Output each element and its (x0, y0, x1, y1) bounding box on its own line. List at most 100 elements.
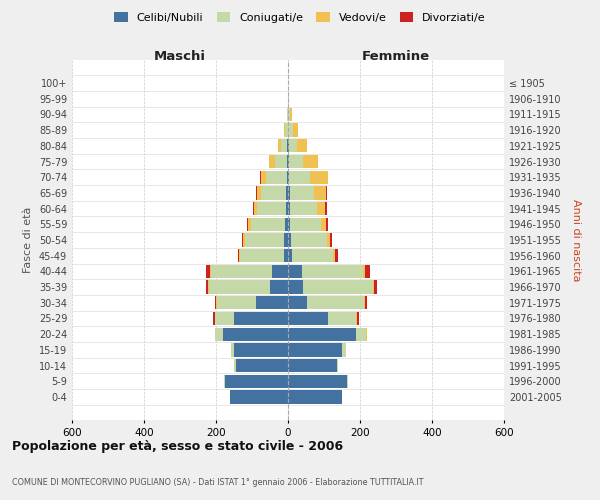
Bar (289, 170, 310, 184)
Bar (224, 374, 225, 388)
Bar (289, 155, 303, 168)
Bar (317, 202, 325, 215)
Bar (231, 343, 234, 356)
Bar (284, 249, 288, 262)
Bar (209, 280, 270, 294)
Bar (257, 202, 286, 215)
Bar (281, 139, 287, 152)
Bar (256, 296, 288, 310)
Bar (286, 202, 288, 215)
Bar (288, 155, 289, 168)
Bar (206, 280, 208, 294)
Bar (253, 202, 254, 215)
Bar (289, 139, 296, 152)
Bar (214, 312, 215, 325)
Bar (288, 390, 342, 404)
Bar (288, 139, 289, 152)
Bar (328, 312, 356, 325)
Bar (288, 170, 289, 184)
Text: COMUNE DI MONTECORVINO PUGLIANO (SA) - Dati ISTAT 1° gennaio 2006 - Elaborazione: COMUNE DI MONTECORVINO PUGLIANO (SA) - D… (12, 478, 424, 487)
Bar (356, 328, 367, 341)
Bar (347, 374, 348, 388)
Bar (234, 312, 288, 325)
Bar (330, 234, 332, 246)
Bar (210, 264, 211, 278)
Bar (285, 124, 288, 137)
Bar (230, 390, 288, 404)
Bar (290, 202, 317, 215)
Bar (243, 234, 245, 246)
Bar (288, 234, 291, 246)
Legend: Celibi/Nubili, Coniugati/e, Vedovi/e, Divorziati/e: Celibi/Nubili, Coniugati/e, Vedovi/e, Di… (110, 8, 490, 28)
Bar (326, 218, 328, 231)
Bar (238, 249, 239, 262)
Bar (254, 202, 257, 215)
Bar (211, 264, 272, 278)
Bar (247, 218, 248, 231)
Bar (215, 328, 223, 341)
Bar (337, 359, 338, 372)
Bar (215, 312, 234, 325)
Bar (288, 374, 347, 388)
Bar (275, 155, 287, 168)
Bar (215, 296, 217, 310)
Bar (278, 139, 281, 152)
Bar (269, 155, 275, 168)
Bar (365, 264, 370, 278)
Bar (288, 312, 328, 325)
Bar (288, 328, 356, 341)
Bar (217, 296, 256, 310)
Bar (287, 155, 288, 168)
Bar (288, 218, 290, 231)
Bar (373, 280, 374, 294)
Y-axis label: Anni di nascita: Anni di nascita (571, 198, 581, 281)
Bar (288, 280, 303, 294)
Bar (206, 264, 210, 278)
Bar (239, 249, 241, 262)
Bar (248, 218, 251, 231)
Bar (292, 249, 333, 262)
Bar (251, 218, 285, 231)
Bar (307, 296, 364, 310)
Bar (291, 234, 327, 246)
Bar (288, 249, 292, 262)
Bar (363, 264, 365, 278)
Bar (290, 218, 321, 231)
Y-axis label: Fasce di età: Fasce di età (23, 207, 33, 273)
Bar (288, 186, 290, 200)
Bar (288, 202, 290, 215)
Text: Maschi: Maschi (154, 50, 206, 62)
Bar (321, 218, 326, 231)
Bar (245, 234, 284, 246)
Bar (296, 139, 307, 152)
Bar (288, 343, 342, 356)
Bar (303, 155, 318, 168)
Bar (285, 218, 288, 231)
Bar (223, 328, 288, 341)
Bar (256, 186, 257, 200)
Bar (260, 170, 266, 184)
Bar (303, 280, 373, 294)
Bar (266, 170, 287, 184)
Bar (365, 296, 367, 310)
Bar (288, 359, 337, 372)
Bar (287, 170, 288, 184)
Bar (288, 108, 290, 121)
Bar (289, 124, 293, 137)
Bar (333, 249, 335, 262)
Bar (356, 312, 358, 325)
Bar (358, 312, 359, 325)
Bar (284, 124, 285, 137)
Bar (310, 170, 328, 184)
Bar (290, 186, 314, 200)
Bar (290, 108, 292, 121)
Bar (234, 343, 288, 356)
Bar (288, 264, 302, 278)
Bar (287, 139, 288, 152)
Bar (342, 343, 346, 356)
Bar (261, 186, 286, 200)
Bar (374, 280, 377, 294)
Text: Popolazione per età, sesso e stato civile - 2006: Popolazione per età, sesso e stato civil… (12, 440, 343, 453)
Bar (287, 108, 288, 121)
Bar (242, 234, 243, 246)
